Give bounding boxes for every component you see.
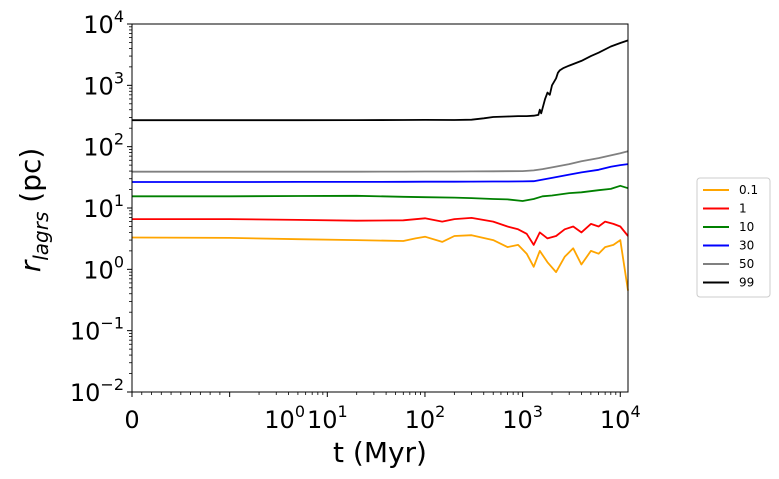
series-line-30 [132,163,629,183]
legend-label: 1 [739,202,747,216]
axes [131,23,629,393]
x-tick-label: 102 [405,402,446,434]
legend: 0.1 1 10 30 50 99 [696,177,771,298]
plot-frame [131,23,629,393]
x-ticks: 0 100 101 102 103 104 [124,392,641,434]
y-tick-label: 102 [83,130,124,162]
y-axis-label: rlagrs (pc) [14,148,53,273]
x-tick-label: 104 [600,402,641,434]
y-tick-label: 101 [83,191,124,223]
y-tick-label: 104 [83,7,124,39]
x-tick-label: 103 [502,402,543,434]
x-axis-label: t (Myr) [333,436,427,469]
y-tick-label: 103 [83,68,124,100]
series-line-50 [132,150,629,173]
x-tick-label: 0 [124,406,139,434]
y-tick-label: 100 [83,252,124,284]
y-ticks: 10−2 10−1 100 101 102 103 104 [70,7,132,407]
y-tick-label: 10−1 [70,314,124,346]
series-line-0_1 [131,234,629,291]
series-line-99 [132,39,629,122]
y-tick-label: 10−2 [70,375,124,407]
x-tick-label: 100 [264,402,305,434]
legend-box [696,177,771,298]
legend-label: 99 [739,276,754,290]
x-tick-label: 101 [307,402,348,434]
plot-area [131,39,629,291]
legend-label: 0.1 [739,183,758,197]
legend-label: 50 [739,257,754,271]
legend-label: 10 [739,220,754,234]
series-line-10 [132,184,629,202]
series-line-1 [132,217,629,246]
legend-label: 30 [739,239,754,253]
